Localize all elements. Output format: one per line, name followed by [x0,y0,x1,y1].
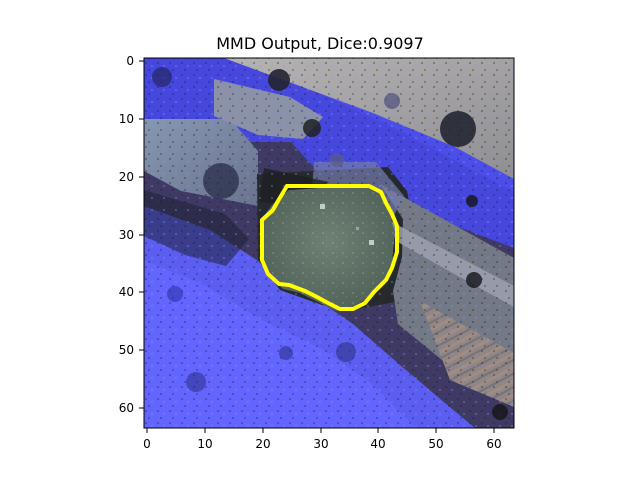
x-tick-label: 0 [143,437,151,451]
y-tick-label: 50 [119,343,134,357]
x-axis: 0 10 20 30 40 50 60 [143,428,502,451]
y-tick-label: 0 [126,54,134,68]
x-tick-label: 10 [197,437,212,451]
y-axis: 0 10 20 30 40 50 60 [119,54,144,415]
y-tick-label: 40 [119,285,134,299]
x-tick-label: 30 [313,437,328,451]
y-tick-label: 20 [119,170,134,184]
x-tick-label: 40 [370,437,385,451]
y-tick-label: 60 [119,401,134,415]
segmentation-contour [260,184,399,311]
x-tick-label: 50 [428,437,443,451]
y-tick-label: 10 [119,112,134,126]
x-tick-label: 20 [255,437,270,451]
satellite-image [144,58,514,428]
plot-frame [143,57,515,429]
figure-title: MMD Output, Dice:0.9097 [216,34,424,53]
y-tick-label: 30 [119,228,134,242]
x-tick-label: 60 [486,437,501,451]
